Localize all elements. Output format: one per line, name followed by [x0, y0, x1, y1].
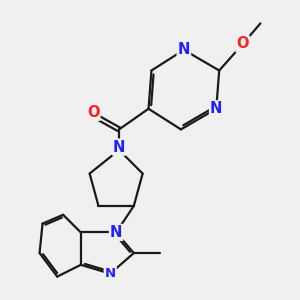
- Text: O: O: [236, 37, 249, 52]
- Text: N: N: [113, 140, 125, 154]
- Text: N: N: [178, 42, 190, 57]
- Text: N: N: [110, 225, 122, 240]
- Text: O: O: [87, 105, 99, 120]
- Text: N: N: [105, 267, 116, 280]
- Text: N: N: [210, 101, 222, 116]
